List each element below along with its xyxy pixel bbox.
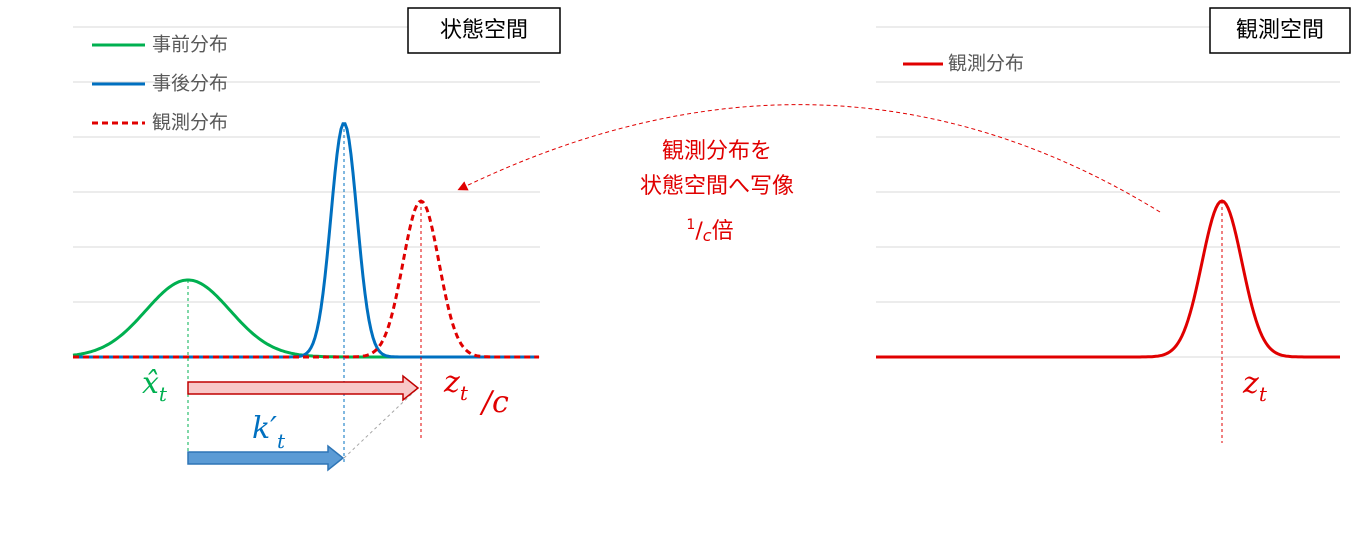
annotation: 状態空間へ写像 (640, 174, 794, 199)
annotation: 観測分布を (662, 139, 772, 164)
prior-curve (72, 278, 539, 359)
observation-curve (73, 199, 539, 359)
legend-label: 事後分布 (152, 73, 228, 95)
ratio-suffix: 倍 (712, 219, 734, 244)
box-title: 観測空間 (1236, 18, 1324, 43)
ratio-num: 1 (686, 217, 695, 233)
title-box (407, 7, 561, 54)
math-base: z (443, 365, 460, 400)
ratio-slash: / (695, 219, 703, 244)
legend-label: 事前分布 (152, 34, 228, 56)
math-label: k′t (252, 411, 286, 453)
curves (72, 122, 1340, 359)
box-title: 状態空間 (440, 18, 528, 43)
math-base: x̂ (142, 366, 159, 401)
legend-label: 観測分布 (948, 53, 1024, 75)
math-base: k′ (252, 411, 277, 446)
math-sub: t (277, 429, 286, 453)
math-sub: t (1259, 382, 1268, 406)
arrow (187, 444, 345, 472)
math-label: x̂t (142, 366, 168, 406)
math-sub: t (460, 381, 469, 405)
posterior-curve (73, 122, 539, 359)
math-label: zt/c (443, 365, 509, 420)
arrow (187, 374, 420, 402)
annotation: 1/c倍 (686, 217, 733, 245)
math-sub: t (159, 382, 168, 406)
math-div: /c (479, 385, 509, 420)
guide-line (343, 387, 419, 459)
title-box (1209, 7, 1351, 54)
mapping-arrow (457, 104, 1161, 213)
legend-label: 観測分布 (152, 112, 228, 134)
math-base: z (1242, 366, 1259, 401)
math-label: zt (1242, 366, 1268, 406)
observation-curve (876, 199, 1340, 359)
ratio-den: c (703, 226, 712, 245)
